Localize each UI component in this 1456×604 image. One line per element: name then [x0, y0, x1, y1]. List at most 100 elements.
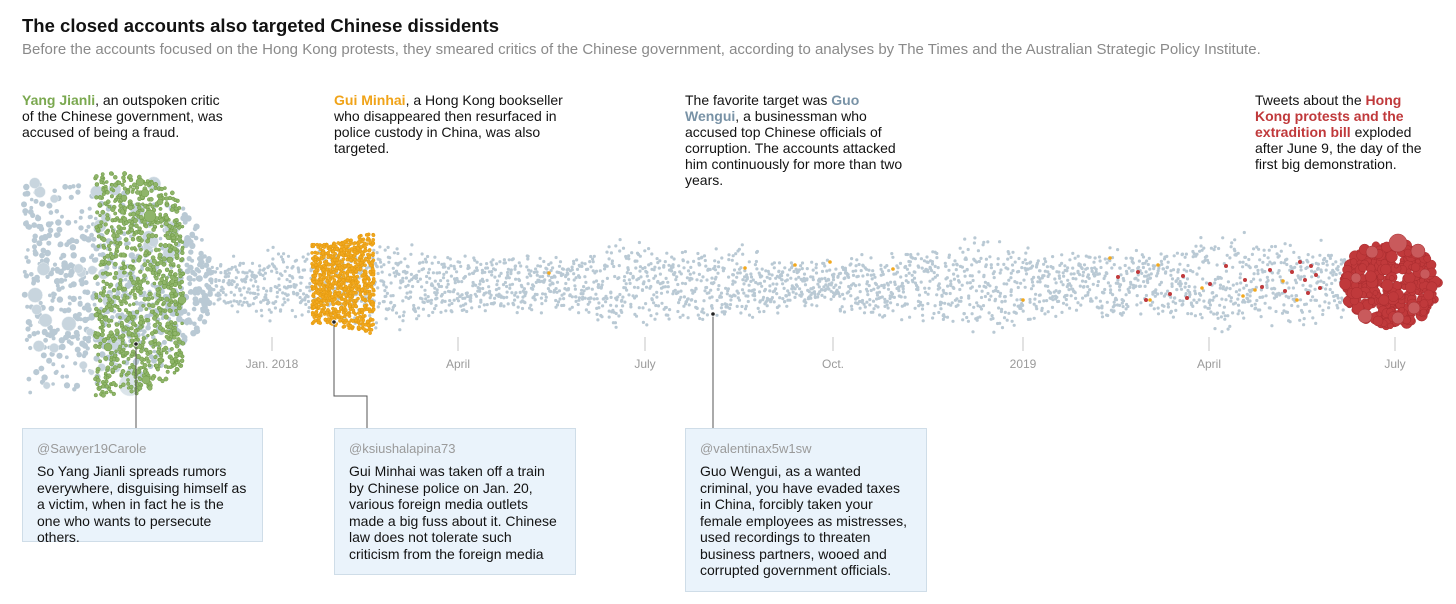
point-guo-wengui	[594, 269, 599, 273]
point-guo-wengui	[791, 290, 795, 294]
point-guo-wengui	[242, 286, 246, 290]
point-guo-wengui	[905, 267, 910, 271]
point-guo-wengui	[751, 315, 755, 319]
point-guo-wengui	[966, 247, 970, 252]
point-guo-wengui	[1097, 255, 1102, 259]
point-guo-wengui	[1066, 278, 1070, 282]
point-yang-jianli	[140, 188, 150, 198]
point-guo-wengui	[965, 315, 969, 320]
point-guo-wengui	[1271, 291, 1275, 295]
point-guo-wengui	[1184, 292, 1188, 296]
point-guo-wengui	[637, 240, 642, 245]
point-guo-wengui	[21, 291, 28, 298]
point-yang-jianli	[100, 328, 105, 333]
point-guo-wengui	[554, 255, 558, 260]
point-guo-wengui	[1311, 316, 1315, 320]
point-guo-wengui	[1146, 262, 1150, 267]
point-guo-wengui	[885, 303, 889, 307]
point-guo-wengui	[1046, 284, 1050, 288]
point-gui-minhai	[353, 298, 358, 303]
point-guo-wengui	[490, 273, 494, 277]
point-yang-jianli	[172, 299, 178, 304]
point-guo-wengui	[709, 288, 713, 292]
point-guo-wengui	[1086, 293, 1090, 297]
point-yang-jianli	[95, 382, 100, 387]
point-guo-wengui	[758, 299, 763, 303]
point-yang-jianli	[158, 311, 163, 316]
point-guo-wengui	[829, 297, 833, 301]
point-guo-wengui	[485, 266, 490, 270]
point-guo-wengui	[615, 298, 619, 302]
point-yang-jianli	[127, 219, 132, 224]
point-guo-wengui	[586, 267, 590, 271]
point-guo-wengui	[992, 330, 996, 334]
point-guo-wengui	[823, 264, 827, 268]
point-guo-wengui	[820, 277, 824, 281]
point-guo-wengui	[1161, 309, 1165, 313]
point-guo-wengui	[38, 300, 43, 306]
point-guo-wengui	[517, 271, 521, 275]
point-guo-wengui	[248, 269, 252, 273]
point-guo-wengui	[923, 290, 928, 294]
point-guo-wengui	[715, 298, 719, 303]
point-guo-wengui	[1148, 276, 1152, 280]
point-guo-wengui	[588, 260, 592, 264]
point-guo-wengui	[1159, 252, 1163, 256]
point-guo-wengui	[29, 197, 34, 202]
point-guo-wengui	[87, 206, 92, 211]
point-guo-wengui	[1273, 244, 1277, 249]
point-yang-jianli	[106, 243, 111, 248]
point-guo-wengui	[840, 305, 844, 309]
point-gui-minhai	[337, 277, 342, 282]
point-guo-wengui	[549, 269, 553, 273]
point-guo-wengui	[869, 288, 873, 293]
point-yang-jianli	[119, 349, 124, 354]
point-guo-wengui	[965, 268, 969, 272]
point-guo-wengui	[420, 285, 424, 289]
point-guo-wengui	[955, 263, 959, 267]
point-guo-wengui	[941, 317, 946, 321]
point-guo-wengui	[77, 301, 83, 307]
point-guo-wengui	[580, 288, 584, 292]
point-guo-wengui	[460, 280, 464, 284]
point-guo-wengui	[505, 284, 509, 289]
point-yang-jianli	[103, 371, 108, 376]
point-guo-wengui	[905, 302, 909, 306]
point-yang-jianli	[156, 341, 162, 347]
point-guo-wengui	[1301, 260, 1305, 265]
point-guo-wengui	[250, 261, 255, 265]
point-yang-jianli	[108, 330, 114, 336]
point-yang-jianli	[97, 195, 103, 200]
point-guo-wengui	[1306, 260, 1310, 264]
point-guo-wengui	[251, 302, 255, 306]
point-guo-wengui	[88, 312, 96, 320]
point-guo-wengui	[586, 302, 590, 306]
point-guo-wengui	[1073, 256, 1077, 260]
point-guo-wengui	[426, 295, 430, 299]
point-guo-wengui	[1050, 305, 1055, 309]
point-guo-wengui	[857, 262, 861, 267]
point-guo-wengui	[48, 305, 55, 312]
point-guo-wengui	[627, 278, 632, 282]
point-guo-wengui	[800, 292, 804, 296]
point-guo-wengui	[682, 304, 686, 308]
point-guo-wengui	[54, 209, 60, 214]
point-guo-wengui	[1333, 278, 1337, 282]
point-guo-wengui	[471, 271, 475, 275]
point-guo-wengui	[420, 297, 424, 301]
point-guo-wengui	[705, 285, 709, 290]
point-guo-wengui	[274, 267, 278, 271]
point-guo-wengui	[431, 310, 435, 314]
point-guo-wengui	[196, 291, 201, 296]
point-guo-wengui	[868, 298, 872, 302]
point-guo-wengui	[234, 285, 238, 289]
point-guo-wengui	[733, 280, 737, 284]
point-guo-wengui	[695, 278, 699, 282]
point-guo-wengui	[1171, 315, 1175, 319]
point-guo-wengui	[1051, 298, 1055, 302]
point-guo-wengui	[861, 263, 865, 267]
point-guo-wengui	[744, 304, 748, 308]
point-guo-wengui	[1045, 299, 1049, 303]
point-guo-wengui	[899, 295, 903, 299]
point-yang-jianli	[156, 298, 161, 303]
